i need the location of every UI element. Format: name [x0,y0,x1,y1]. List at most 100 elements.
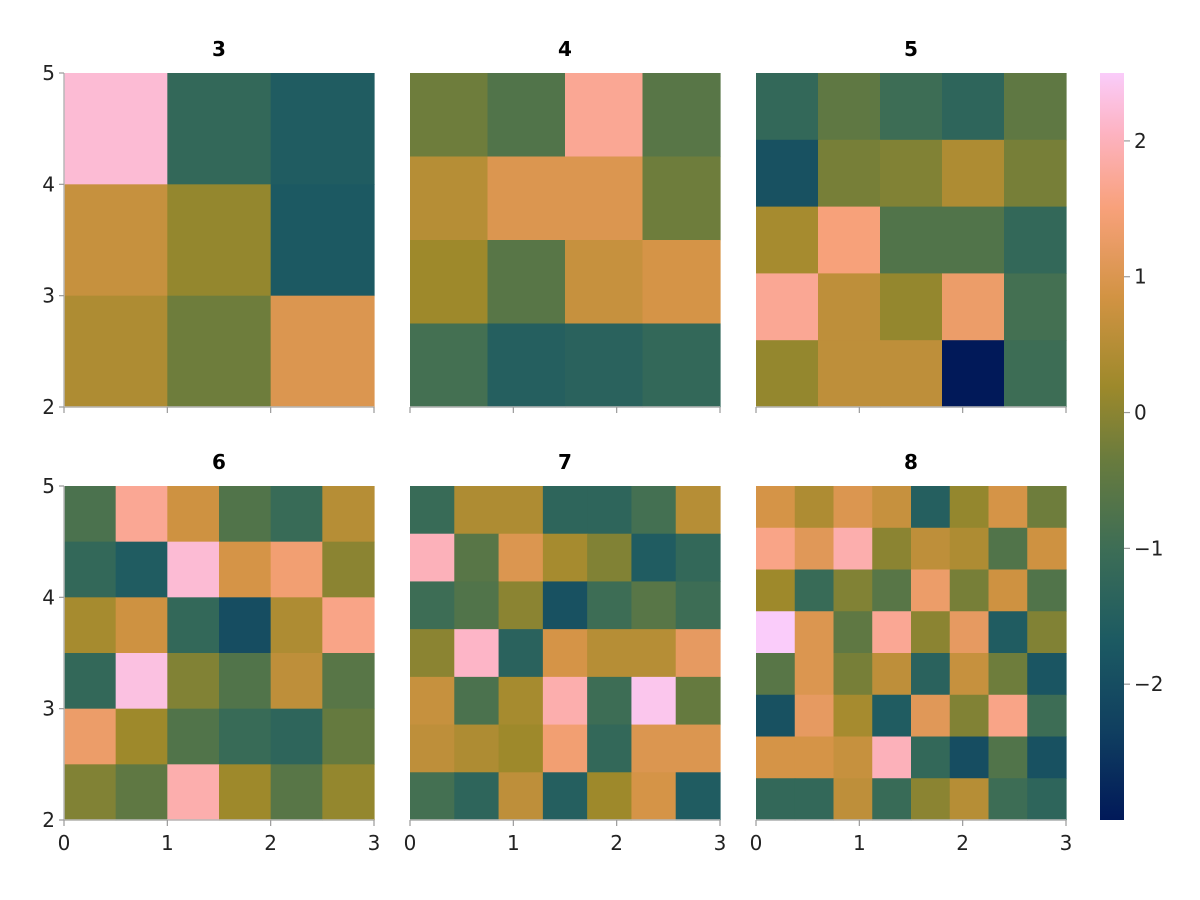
heatmap-cell [756,273,819,341]
colorbar: 2 1 0 −1 −2 [1100,73,1163,820]
x-tick-label: 0 [58,831,71,855]
heatmap-cell [988,527,1028,571]
heatmap-cell [949,611,990,654]
heatmap-cell [756,611,796,654]
heatmap-cell [988,778,1028,821]
heatmap-cell [911,527,951,571]
heatmap-cell [498,533,544,583]
x-tick-label: 2 [610,831,623,855]
heatmap-cell [756,694,796,738]
heatmap-cell [270,764,323,821]
colorbar-gradient [1100,73,1124,820]
heatmap-cell [872,778,912,821]
heatmap-cell [270,184,375,297]
heatmap-cell [988,653,1028,696]
heatmap-cell [675,772,721,821]
x-tick-label: 1 [507,831,520,855]
colorbar-tick-label: −1 [1134,536,1163,560]
heatmap-cell [1004,273,1067,341]
heatmap-cell [756,486,796,529]
heatmap-cell [587,772,633,821]
heatmap-cell [410,676,455,726]
heatmap-cell [872,611,912,654]
heatmap-cell [794,736,835,779]
heatmap-cell [64,184,168,297]
heatmap-cell [1027,569,1067,612]
heatmap-cell [454,533,500,583]
heatmap-cell [675,676,721,726]
heatmap-cell [911,611,951,654]
heatmap-cell [270,73,375,185]
heatmap-cell [64,597,117,654]
heatmap-cell [631,772,677,821]
heatmap-cell [410,581,455,630]
heatmap-cell [833,486,873,529]
colorbar-tick-label: 2 [1134,129,1147,153]
heatmap-cell [1027,527,1067,571]
heatmap-cell [756,527,796,571]
heatmap-cell [587,676,633,726]
heatmap-cell [1027,653,1067,696]
heatmap-cell [872,569,912,612]
heatmap-cell [115,597,168,654]
x-tick-label: 2 [956,831,969,855]
heatmap-cell [219,597,272,654]
heatmap-cell [487,156,566,241]
heatmap-cell [410,629,455,678]
heatmap-cell [587,581,633,630]
heatmap-cell [880,340,943,408]
heatmap-cell [167,541,220,598]
heatmap-cell [270,295,375,408]
heatmap-panel-3: 3 2 3 4 5 [42,37,375,419]
heatmap-panel-5: 5 [755,37,1067,413]
heatmap-cell [64,486,117,543]
heatmap-cell [587,486,633,535]
panel-title: 3 [212,37,226,61]
heatmap-cell [942,139,1005,208]
x-tick-label: 3 [368,831,381,855]
y-tick-label: 2 [42,808,55,832]
x-tick-label: 3 [714,831,727,855]
heatmap-cell [818,340,881,408]
heatmap-cell [322,708,375,765]
heatmap-cell [1027,694,1067,738]
heatmap-cell [565,240,644,325]
heatmap-cell [542,676,588,726]
heatmap-panel-8: 8 0 1 2 3 [750,450,1073,855]
heatmap-cell [115,541,168,598]
heatmap-cell [322,597,375,654]
heatmap-cell [587,533,633,583]
heatmap-cell [270,486,323,543]
heatmap-cell [1027,778,1067,821]
heatmap-cell [911,694,951,738]
heatmap-cell [794,611,835,654]
heatmap-cell [949,486,990,529]
heatmap-cell [949,736,990,779]
heatmap-cell [167,184,272,297]
heatmap-cell [833,569,873,612]
heatmap-cell [833,611,873,654]
heatmap-cell [631,676,677,726]
heatmap-cell [756,569,796,612]
heatmap-cell [880,139,943,208]
y-tick-label: 3 [42,284,55,308]
heatmap-cell [942,206,1005,274]
heatmap-cell [454,724,500,773]
heatmap-cell [818,273,881,341]
heatmap-cell [833,653,873,696]
heatmap-cell [756,340,819,408]
panel-title: 6 [212,450,226,474]
heatmap-cell [167,73,272,185]
heatmap-panel-4: 4 [409,37,721,413]
heatmap-cell [988,611,1028,654]
heatmap-cell [270,708,323,765]
heatmap-cell [642,73,721,158]
heatmap-cell [410,533,455,583]
heatmap-cell [64,653,117,710]
heatmap-cell [454,772,500,821]
heatmap-cell [911,736,951,779]
heatmap-cell [115,764,168,821]
heatmap-cell [794,778,835,821]
heatmap-cell [833,736,873,779]
heatmap-cell [818,73,881,141]
